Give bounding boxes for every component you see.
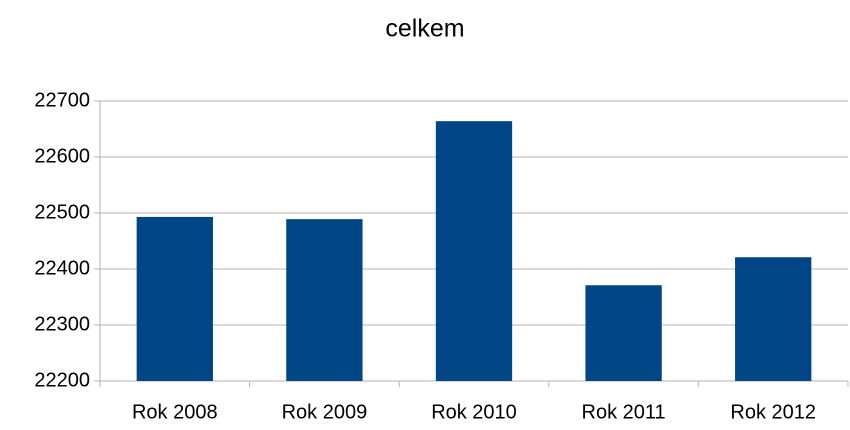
bar [286,219,363,381]
x-tick-label: Rok 2011 [582,401,666,423]
x-tick-label: Rok 2010 [431,401,517,423]
x-tick-label: Rok 2008 [132,401,218,423]
bar [136,216,213,381]
y-tick-label: 22300 [34,313,90,335]
x-tick-label: Rok 2012 [730,401,816,423]
y-tick-label: 22400 [34,257,90,279]
x-tick-label: Rok 2009 [282,401,368,423]
y-tick-label: 22200 [34,369,90,391]
y-tick-label: 22700 [34,89,90,111]
bar [435,121,513,381]
bar [735,257,812,381]
bar [585,285,662,381]
y-tick-label: 22500 [34,201,90,223]
chart-title: celkem [385,15,464,43]
y-tick-label: 22600 [34,145,90,167]
